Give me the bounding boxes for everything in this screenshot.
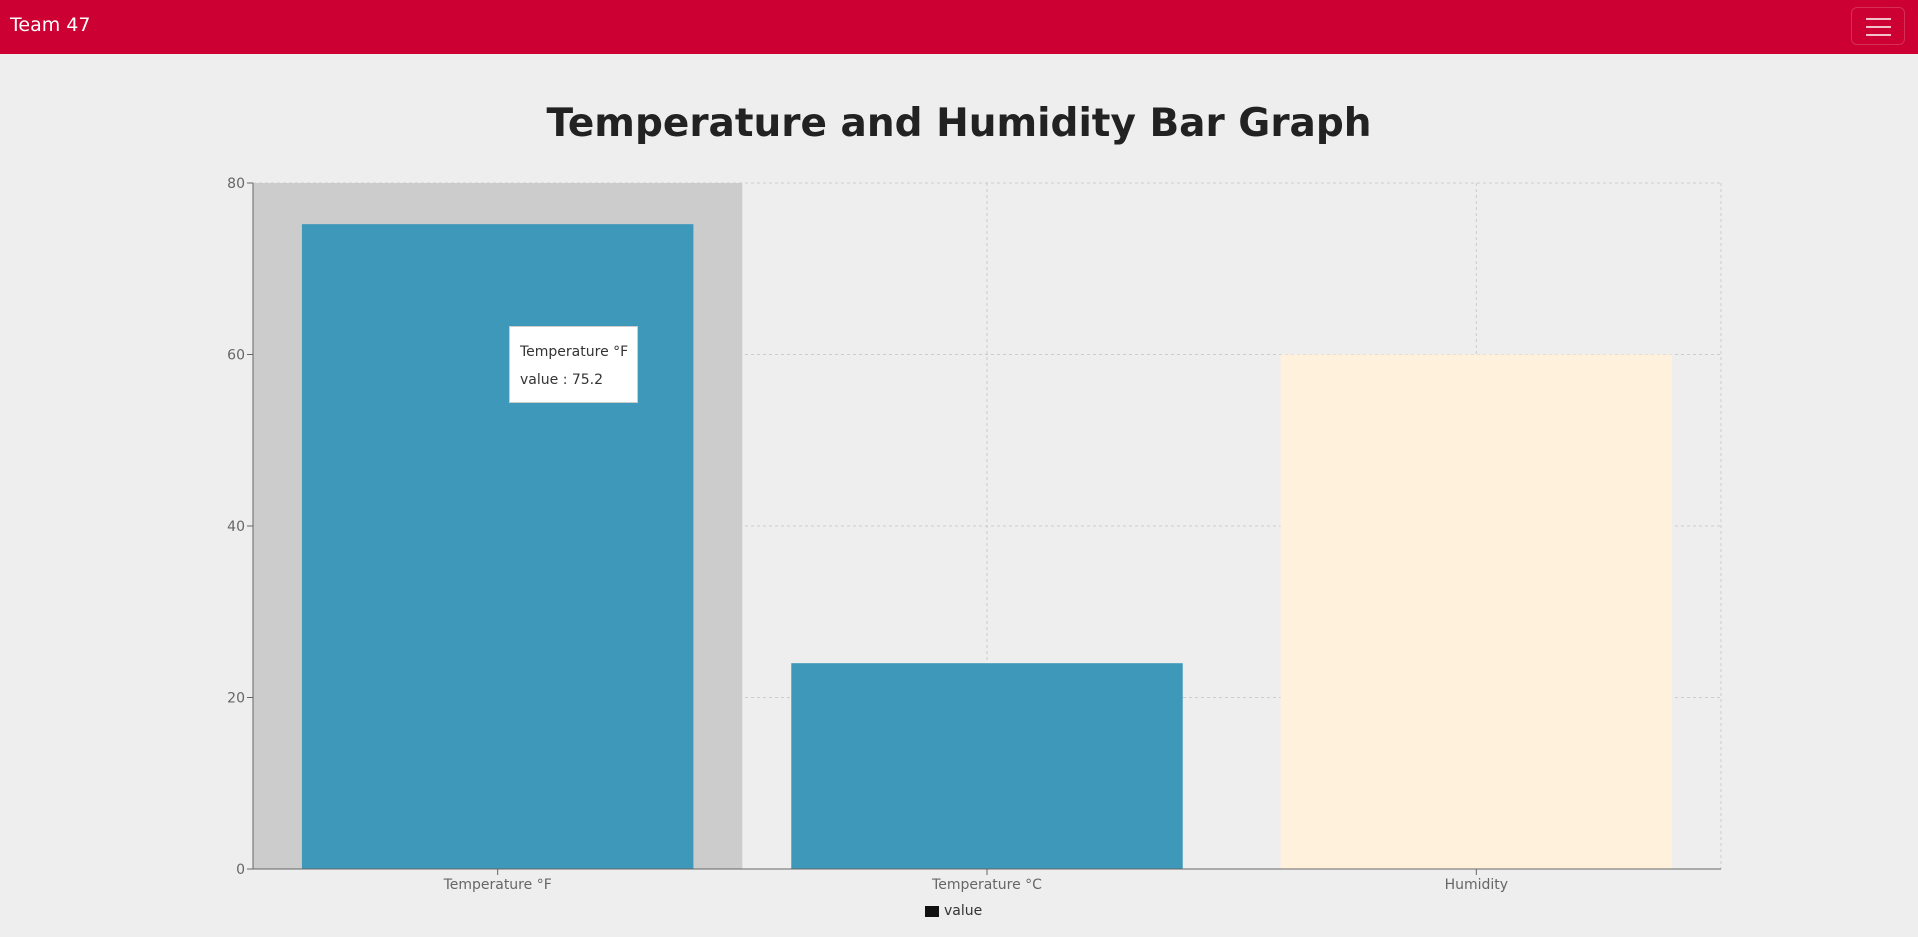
- x-tick-label: Temperature °C: [931, 877, 1042, 893]
- y-tick-label: 60: [227, 348, 245, 364]
- legend-label: value: [944, 903, 983, 919]
- hamburger-menu-icon: [1866, 18, 1891, 20]
- chart-axes: 0 20 40 60 80 Temperature °F Temperature °C Hum…: [227, 176, 1721, 893]
- hamburger-menu-icon-line: [1866, 26, 1891, 28]
- x-tick-label: Humidity: [1445, 877, 1508, 893]
- y-tick-label: 0: [236, 862, 245, 878]
- tooltip-value: value : 75.2: [520, 372, 604, 388]
- bar-temperature-c: [791, 663, 1183, 869]
- y-tick-label: 20: [227, 691, 245, 707]
- brand-title[interactable]: Team 47: [10, 14, 91, 36]
- hamburger-menu-icon-line: [1866, 34, 1891, 36]
- menu-toggle-button[interactable]: [1851, 7, 1905, 45]
- y-tick-label: 40: [227, 519, 245, 535]
- page-title: Temperature and Humidity Bar Graph: [546, 101, 1372, 146]
- bar-humidity: [1280, 354, 1673, 869]
- x-tick-label: Temperature °F: [443, 877, 552, 893]
- bar-temperature-f: [301, 224, 694, 869]
- chart-bars: [301, 224, 1673, 869]
- chart-tooltip: Temperature °F value : 75.2: [509, 326, 638, 403]
- y-tick-label: 80: [227, 176, 245, 192]
- top-navbar: Team 47: [0, 0, 1918, 54]
- tooltip-label: Temperature °F: [520, 344, 629, 360]
- legend-swatch: [925, 905, 939, 917]
- chart-legend[interactable]: value: [925, 903, 982, 919]
